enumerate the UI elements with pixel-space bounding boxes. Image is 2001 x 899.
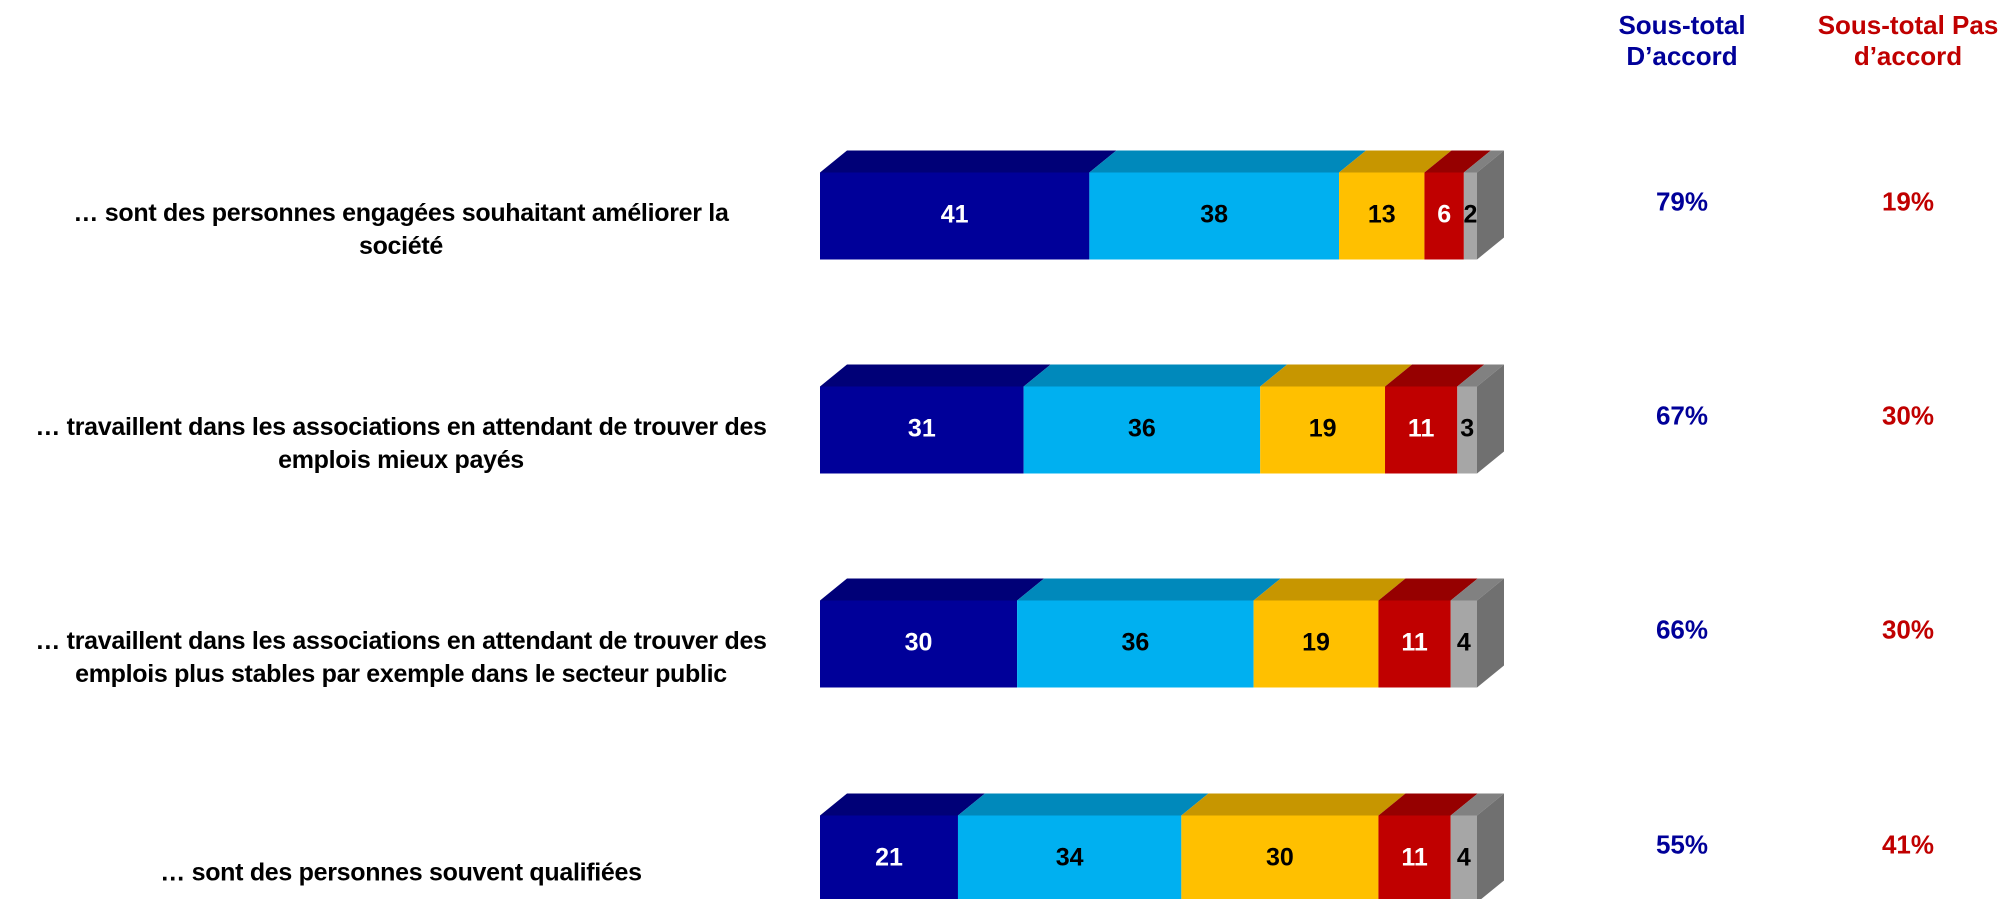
value-label: 6 xyxy=(1437,201,1451,229)
bar xyxy=(1450,815,1477,899)
value-label: 11 xyxy=(1408,415,1435,443)
value-label: 19 xyxy=(1302,629,1330,657)
bar xyxy=(820,815,958,899)
value-label: 21 xyxy=(875,844,903,872)
subtotal: 55% xyxy=(1655,829,1709,860)
value-label: 11 xyxy=(1401,629,1428,657)
bar xyxy=(1385,386,1458,474)
bar-top xyxy=(820,578,1045,601)
value-label: 2 xyxy=(1463,201,1477,229)
bar xyxy=(1339,172,1425,260)
value-label: 4 xyxy=(1457,629,1471,657)
bar-top xyxy=(1017,578,1281,601)
category-label: … travaillent dans les associations en a… xyxy=(35,627,767,688)
bar-top xyxy=(1463,150,1504,173)
bar xyxy=(1424,172,1464,260)
bar-top xyxy=(820,793,985,816)
bar-top xyxy=(1457,364,1504,387)
bar xyxy=(1378,600,1451,688)
bar-side xyxy=(1477,578,1504,688)
subtotal: 41% xyxy=(1881,829,1935,860)
value-label: 38 xyxy=(1200,201,1228,229)
value-label: 30 xyxy=(1266,844,1294,872)
value-label: 36 xyxy=(1121,629,1149,657)
bar-top xyxy=(1450,578,1504,601)
value-label: 3 xyxy=(1460,415,1474,443)
bar-side xyxy=(1477,364,1504,474)
bar xyxy=(1457,386,1477,474)
column-header: Sous-total D’accord xyxy=(1618,10,1746,71)
bar xyxy=(957,815,1182,899)
subtotal: 19% xyxy=(1881,186,1935,217)
value-label: 36 xyxy=(1128,415,1156,443)
bar-side xyxy=(1477,150,1504,260)
bar-top xyxy=(820,364,1051,387)
bar-top xyxy=(1089,150,1367,173)
column-header: Sous-total Pas d’accord xyxy=(1817,10,1999,71)
bar xyxy=(1089,172,1340,260)
bar xyxy=(820,600,1018,688)
value-label: 4 xyxy=(1457,844,1471,872)
bar xyxy=(1253,600,1379,688)
value-label: 19 xyxy=(1309,415,1337,443)
category-label: … travaillent dans les associations en a… xyxy=(35,413,767,474)
bar xyxy=(1181,815,1379,899)
category-label: … sont des personnes engagées souhaitant… xyxy=(73,199,729,260)
bar xyxy=(820,172,1090,260)
value-label: 13 xyxy=(1368,201,1396,229)
bar-top xyxy=(1253,578,1406,601)
bar-top xyxy=(1181,793,1406,816)
value-label: 30 xyxy=(905,629,933,657)
subtotal: 67% xyxy=(1655,400,1709,431)
subtotal: 66% xyxy=(1655,614,1709,645)
bar-top xyxy=(1450,793,1504,816)
category-label: … sont des personnes souvent qualifiées xyxy=(160,858,642,887)
subtotal: 30% xyxy=(1881,614,1935,645)
bar-top xyxy=(1385,364,1485,387)
bar-top xyxy=(1378,793,1478,816)
value-label: 34 xyxy=(1056,844,1084,872)
bar xyxy=(820,386,1024,474)
bar-top xyxy=(1260,364,1413,387)
subtotal: 30% xyxy=(1881,400,1935,431)
value-label: 31 xyxy=(908,415,936,443)
subtotal: 79% xyxy=(1655,186,1709,217)
bar xyxy=(1463,172,1477,260)
bar-top xyxy=(957,793,1209,816)
bar-side xyxy=(1477,793,1504,899)
bar-top xyxy=(820,150,1117,173)
bar xyxy=(1450,600,1477,688)
bar-top xyxy=(1378,578,1478,601)
value-label: 11 xyxy=(1401,844,1428,872)
bar xyxy=(1260,386,1386,474)
value-label: 41 xyxy=(941,201,969,229)
bar-top xyxy=(1023,364,1288,387)
bar-top xyxy=(1339,150,1452,173)
bar xyxy=(1378,815,1451,899)
bar xyxy=(1017,600,1254,688)
bar xyxy=(1023,386,1261,474)
bar-top xyxy=(1424,150,1491,173)
